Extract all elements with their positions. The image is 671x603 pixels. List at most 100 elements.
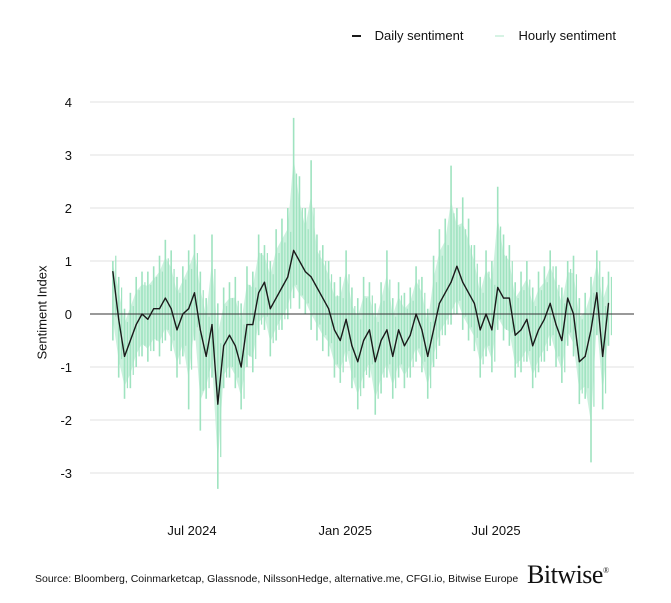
y-tick-label: -1	[60, 360, 72, 375]
legend: Daily sentiment Hourly sentiment	[320, 28, 616, 43]
y-tick-label: 2	[65, 201, 72, 216]
daily-point	[258, 292, 260, 294]
daily-point	[164, 297, 166, 299]
x-tick-label: Jul 2024	[167, 523, 216, 538]
daily-point	[526, 318, 528, 320]
daily-point	[607, 302, 610, 304]
daily-point	[432, 329, 435, 331]
daily-point	[153, 308, 155, 310]
daily-point	[357, 361, 359, 363]
daily-point	[322, 297, 324, 299]
daily-point	[444, 292, 446, 294]
daily-point	[567, 297, 569, 299]
daily-point	[217, 403, 219, 405]
daily-point	[409, 334, 411, 336]
daily-swatch	[351, 34, 361, 37]
daily-point	[374, 361, 376, 363]
daily-point	[403, 345, 406, 347]
daily-point	[170, 308, 172, 310]
bitwise-logo: Bitwise®	[527, 560, 609, 589]
daily-point	[392, 355, 394, 357]
y-tick-label: 4	[65, 95, 72, 110]
legend-label-hourly: Hourly sentiment	[518, 28, 616, 43]
daily-point	[328, 308, 330, 310]
daily-point	[351, 345, 353, 347]
daily-point	[193, 292, 196, 294]
daily-point	[537, 329, 540, 331]
daily-point	[415, 313, 417, 315]
daily-point	[380, 339, 382, 342]
daily-point	[147, 318, 149, 320]
daily-point	[211, 324, 213, 326]
daily-point	[438, 302, 441, 304]
daily-point	[386, 329, 388, 331]
legend-item-hourly: Hourly sentiment	[495, 28, 616, 43]
y-tick-label: -2	[60, 413, 72, 428]
daily-point	[188, 308, 190, 310]
logo-text: Bitwise	[527, 560, 603, 589]
daily-point	[578, 361, 580, 363]
daily-point	[263, 281, 266, 283]
y-tick-label: 3	[65, 148, 72, 163]
hourly-swatch	[495, 34, 505, 37]
daily-point	[135, 324, 137, 326]
daily-sentiment-line	[112, 249, 610, 405]
daily-point	[596, 292, 598, 294]
daily-point	[561, 339, 563, 342]
daily-point	[368, 329, 371, 331]
daily-point	[123, 355, 126, 357]
daily-point	[316, 286, 318, 289]
daily-point	[584, 355, 586, 357]
daily-point	[549, 302, 551, 304]
daily-point	[287, 276, 289, 278]
daily-point	[491, 329, 493, 331]
x-tick-label: Jul 2025	[471, 523, 520, 538]
daily-point	[141, 313, 143, 315]
daily-point	[427, 355, 429, 357]
daily-point	[281, 286, 283, 289]
daily-point	[246, 324, 248, 326]
daily-point	[572, 313, 575, 315]
daily-point	[467, 292, 470, 294]
daily-point	[223, 345, 225, 347]
daily-point	[532, 345, 534, 347]
y-axis-label: Sentiment Index	[34, 265, 50, 360]
daily-point	[205, 355, 207, 357]
daily-point	[345, 318, 347, 320]
daily-point	[293, 249, 295, 251]
daily-point	[333, 329, 336, 331]
daily-point	[129, 339, 131, 342]
legend-label-daily: Daily sentiment	[374, 28, 464, 43]
daily-point	[176, 329, 178, 331]
daily-point	[520, 329, 522, 331]
daily-point	[462, 281, 464, 283]
y-tick-label: 1	[65, 254, 72, 269]
daily-point	[158, 308, 161, 310]
y-tick-label: 0	[65, 307, 72, 322]
hourly-band	[112, 157, 609, 464]
x-tick-label: Jan 2025	[319, 523, 373, 538]
daily-point	[485, 313, 487, 315]
daily-point	[555, 324, 557, 326]
daily-point	[252, 324, 254, 326]
daily-point	[269, 308, 271, 310]
daily-point	[421, 329, 423, 331]
daily-point	[543, 318, 545, 320]
daily-point	[456, 265, 458, 267]
daily-point	[590, 329, 592, 331]
daily-point	[362, 339, 365, 342]
daily-point	[199, 329, 201, 331]
daily-point	[479, 329, 481, 331]
daily-point	[118, 318, 120, 320]
daily-point	[304, 271, 306, 273]
legend-item-daily: Daily sentiment	[351, 28, 464, 43]
daily-point	[497, 286, 499, 289]
daily-point	[508, 297, 510, 299]
daily-point	[234, 345, 236, 347]
y-tick-label: -3	[60, 466, 72, 481]
daily-point	[514, 334, 516, 336]
daily-point	[339, 339, 341, 342]
daily-point	[298, 260, 301, 262]
daily-point	[182, 313, 184, 315]
